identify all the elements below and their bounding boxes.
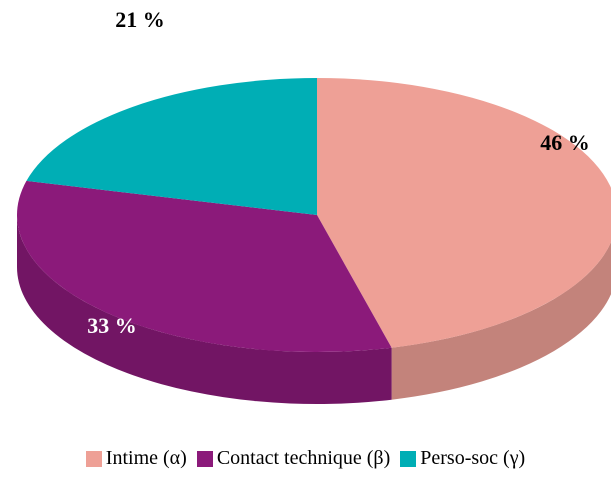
chart: 46 % 33 % 21 % <box>17 7 611 405</box>
pie-slice <box>17 180 392 352</box>
legend-label: Perso-soc (γ) <box>420 447 526 469</box>
legend-label: Contact technique (β) <box>216 447 391 469</box>
pie-slice-side <box>17 215 392 405</box>
legend-swatch <box>196 450 213 467</box>
legend: Intime (α) Contact technique (β) Perso-soc… <box>0 447 611 470</box>
legend-swatch <box>400 450 417 467</box>
legend-item: Contact technique (β) <box>196 447 391 470</box>
data-label: 33 % <box>87 313 137 338</box>
legend-item: Perso-soc (γ) <box>400 447 525 470</box>
legend-item: Intime (α) <box>85 447 187 470</box>
pie-slice <box>26 78 318 215</box>
legend-label: Intime (α) <box>105 447 187 469</box>
data-label: 46 % <box>540 130 590 155</box>
legend-swatch <box>85 450 102 467</box>
pie-slice-side <box>391 242 611 400</box>
data-label: 21 % <box>115 7 165 32</box>
pie-slice <box>317 78 611 348</box>
